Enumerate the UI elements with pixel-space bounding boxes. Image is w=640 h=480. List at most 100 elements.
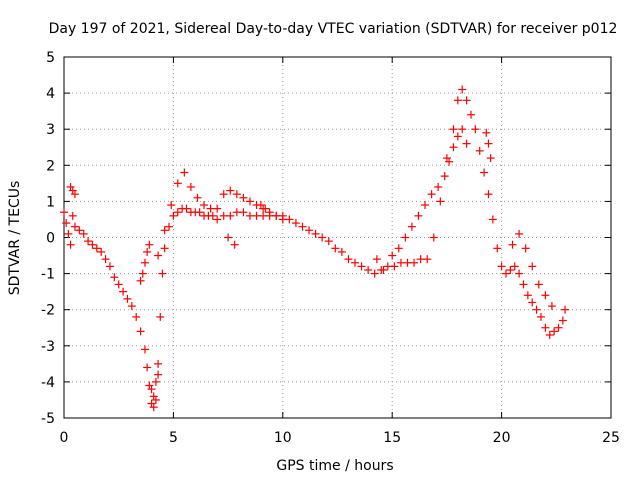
data-point	[331, 244, 340, 253]
data-point	[324, 237, 333, 246]
data-point	[101, 255, 110, 264]
data-point	[453, 96, 462, 105]
data-point	[219, 190, 228, 199]
data-point	[506, 265, 515, 274]
data-point	[84, 237, 93, 246]
data-point	[394, 244, 403, 253]
data-point	[407, 222, 416, 231]
data-point	[200, 201, 209, 210]
data-point	[291, 219, 300, 228]
data-point	[136, 276, 145, 285]
data-point	[344, 255, 353, 264]
data-point	[182, 204, 191, 213]
data-point	[239, 208, 248, 217]
data-point	[453, 132, 462, 141]
data-point	[521, 244, 530, 253]
data-point	[165, 222, 174, 231]
data-point	[466, 110, 475, 119]
y-tick-label: -5	[41, 411, 55, 427]
y-tick-label: 0	[46, 231, 55, 247]
data-point	[484, 190, 493, 199]
data-point	[278, 211, 287, 220]
x-tick-label: 15	[383, 430, 401, 446]
data-point	[311, 229, 320, 238]
data-point	[169, 211, 178, 220]
data-point	[70, 190, 79, 199]
y-tick-label: 2	[46, 158, 55, 174]
data-point	[154, 251, 163, 260]
data-point	[532, 305, 541, 314]
y-tick-label: -4	[41, 375, 55, 391]
data-point	[105, 262, 114, 271]
data-point	[482, 128, 491, 137]
data-point	[523, 291, 532, 300]
data-point	[440, 172, 449, 181]
data-point	[429, 233, 438, 242]
data-point	[208, 211, 217, 220]
data-point	[256, 201, 265, 210]
data-point	[536, 312, 545, 321]
data-point	[414, 211, 423, 220]
y-axis-label: SDTVAR / TECUs	[7, 181, 23, 296]
data-point	[143, 247, 152, 256]
data-point	[401, 233, 410, 242]
data-point	[156, 312, 165, 321]
y-tick-label: 5	[46, 50, 55, 66]
data-point	[114, 280, 123, 289]
data-point	[261, 204, 270, 213]
data-point	[88, 240, 97, 249]
data-point	[151, 377, 160, 386]
data-point	[66, 240, 75, 249]
data-point	[232, 190, 241, 199]
data-point	[427, 190, 436, 199]
x-tick-label: 0	[60, 430, 69, 446]
data-point	[224, 233, 233, 242]
data-point	[62, 219, 71, 228]
x-tick-label: 10	[274, 430, 292, 446]
data-point	[508, 240, 517, 249]
data-point	[154, 359, 163, 368]
data-point	[92, 244, 101, 253]
data-point	[462, 139, 471, 148]
y-tick-label: -1	[41, 267, 55, 283]
data-point	[528, 298, 537, 307]
data-point	[410, 258, 419, 267]
data-point	[154, 370, 163, 379]
data-point	[79, 229, 88, 238]
data-point	[186, 182, 195, 191]
data-point	[136, 327, 145, 336]
data-point	[558, 316, 567, 325]
data-point	[64, 229, 73, 238]
data-point	[488, 215, 497, 224]
axis-ticks: 0 5 10 15 20 25 -5 -4 -3 -2 -1 0 1 2 3 4 5	[41, 50, 620, 446]
y-tick-label: 3	[46, 122, 55, 138]
data-point	[475, 146, 484, 155]
data-point	[462, 96, 471, 105]
data-point	[60, 208, 68, 217]
data-point	[97, 247, 106, 256]
data-point	[143, 363, 152, 372]
data-point	[337, 247, 346, 256]
data-point	[541, 323, 550, 332]
data-point	[550, 327, 559, 336]
data-point	[554, 323, 563, 332]
x-tick-label: 20	[493, 430, 511, 446]
data-point	[140, 258, 149, 267]
data-point	[195, 208, 204, 217]
data-point	[436, 197, 445, 206]
data-point	[70, 222, 79, 231]
x-tick-label: 25	[602, 430, 620, 446]
data-point	[173, 208, 182, 217]
data-point	[484, 139, 493, 148]
y-tick-label: -2	[41, 303, 55, 319]
data-points	[60, 85, 570, 412]
data-point	[519, 280, 528, 289]
data-point	[132, 312, 141, 321]
y-tick-label: 4	[46, 86, 55, 102]
data-point	[357, 262, 366, 271]
data-point	[434, 182, 443, 191]
data-point	[388, 251, 397, 260]
data-point	[239, 193, 248, 202]
data-point	[458, 85, 467, 94]
